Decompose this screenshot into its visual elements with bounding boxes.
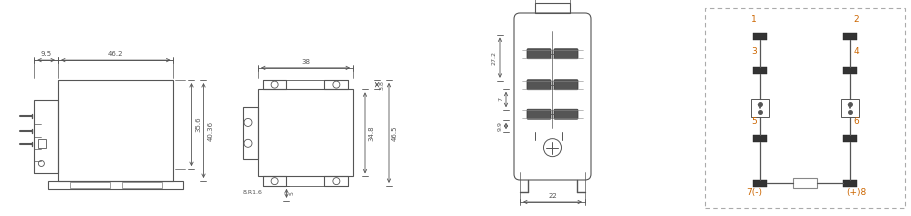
Bar — [840, 99, 858, 117]
Text: 40.36: 40.36 — [208, 121, 213, 141]
Text: 35.6: 35.6 — [195, 117, 201, 132]
Bar — [242, 107, 258, 159]
FancyBboxPatch shape — [553, 109, 578, 119]
Text: 3.8: 3.8 — [380, 80, 384, 90]
Bar — [752, 179, 766, 186]
Bar — [324, 176, 348, 186]
Bar — [793, 178, 816, 188]
Text: 1: 1 — [751, 15, 756, 24]
Text: 46.2: 46.2 — [107, 51, 123, 57]
Bar — [258, 89, 353, 176]
Text: 22: 22 — [548, 193, 557, 199]
FancyBboxPatch shape — [553, 80, 578, 90]
Bar — [750, 99, 768, 117]
Bar — [842, 67, 856, 73]
Bar — [752, 67, 766, 73]
Bar — [69, 182, 110, 188]
Text: 38: 38 — [301, 59, 310, 65]
Bar — [58, 80, 173, 181]
Bar — [704, 8, 904, 208]
Text: 7(-): 7(-) — [745, 188, 762, 197]
Text: 4: 4 — [853, 47, 858, 56]
Bar — [48, 181, 183, 189]
Text: 9.5: 9.5 — [40, 51, 52, 57]
Bar — [752, 135, 766, 141]
Bar — [262, 176, 286, 186]
Text: 5: 5 — [751, 117, 756, 126]
Bar — [262, 80, 286, 89]
Text: 3: 3 — [751, 47, 756, 56]
Bar — [842, 179, 856, 186]
Bar — [534, 3, 569, 13]
Text: 34.8: 34.8 — [368, 125, 374, 141]
Text: 2: 2 — [853, 15, 858, 24]
Bar — [842, 135, 856, 141]
FancyBboxPatch shape — [527, 49, 550, 59]
Bar — [324, 80, 348, 89]
Text: 27.2: 27.2 — [491, 51, 496, 65]
Bar — [35, 100, 58, 173]
Bar — [842, 32, 856, 40]
Bar — [752, 32, 766, 40]
Text: 9.9: 9.9 — [497, 121, 503, 131]
FancyBboxPatch shape — [527, 80, 550, 90]
Text: 5: 5 — [289, 191, 294, 195]
FancyBboxPatch shape — [553, 49, 578, 59]
Text: 6: 6 — [852, 117, 858, 126]
Text: 7: 7 — [497, 97, 503, 102]
Text: (+)8: (+)8 — [844, 188, 865, 197]
Text: 8.R1.6: 8.R1.6 — [242, 190, 262, 195]
Bar — [121, 182, 162, 188]
Text: 46.5: 46.5 — [392, 125, 397, 141]
Bar — [37, 139, 46, 148]
FancyBboxPatch shape — [527, 109, 550, 119]
